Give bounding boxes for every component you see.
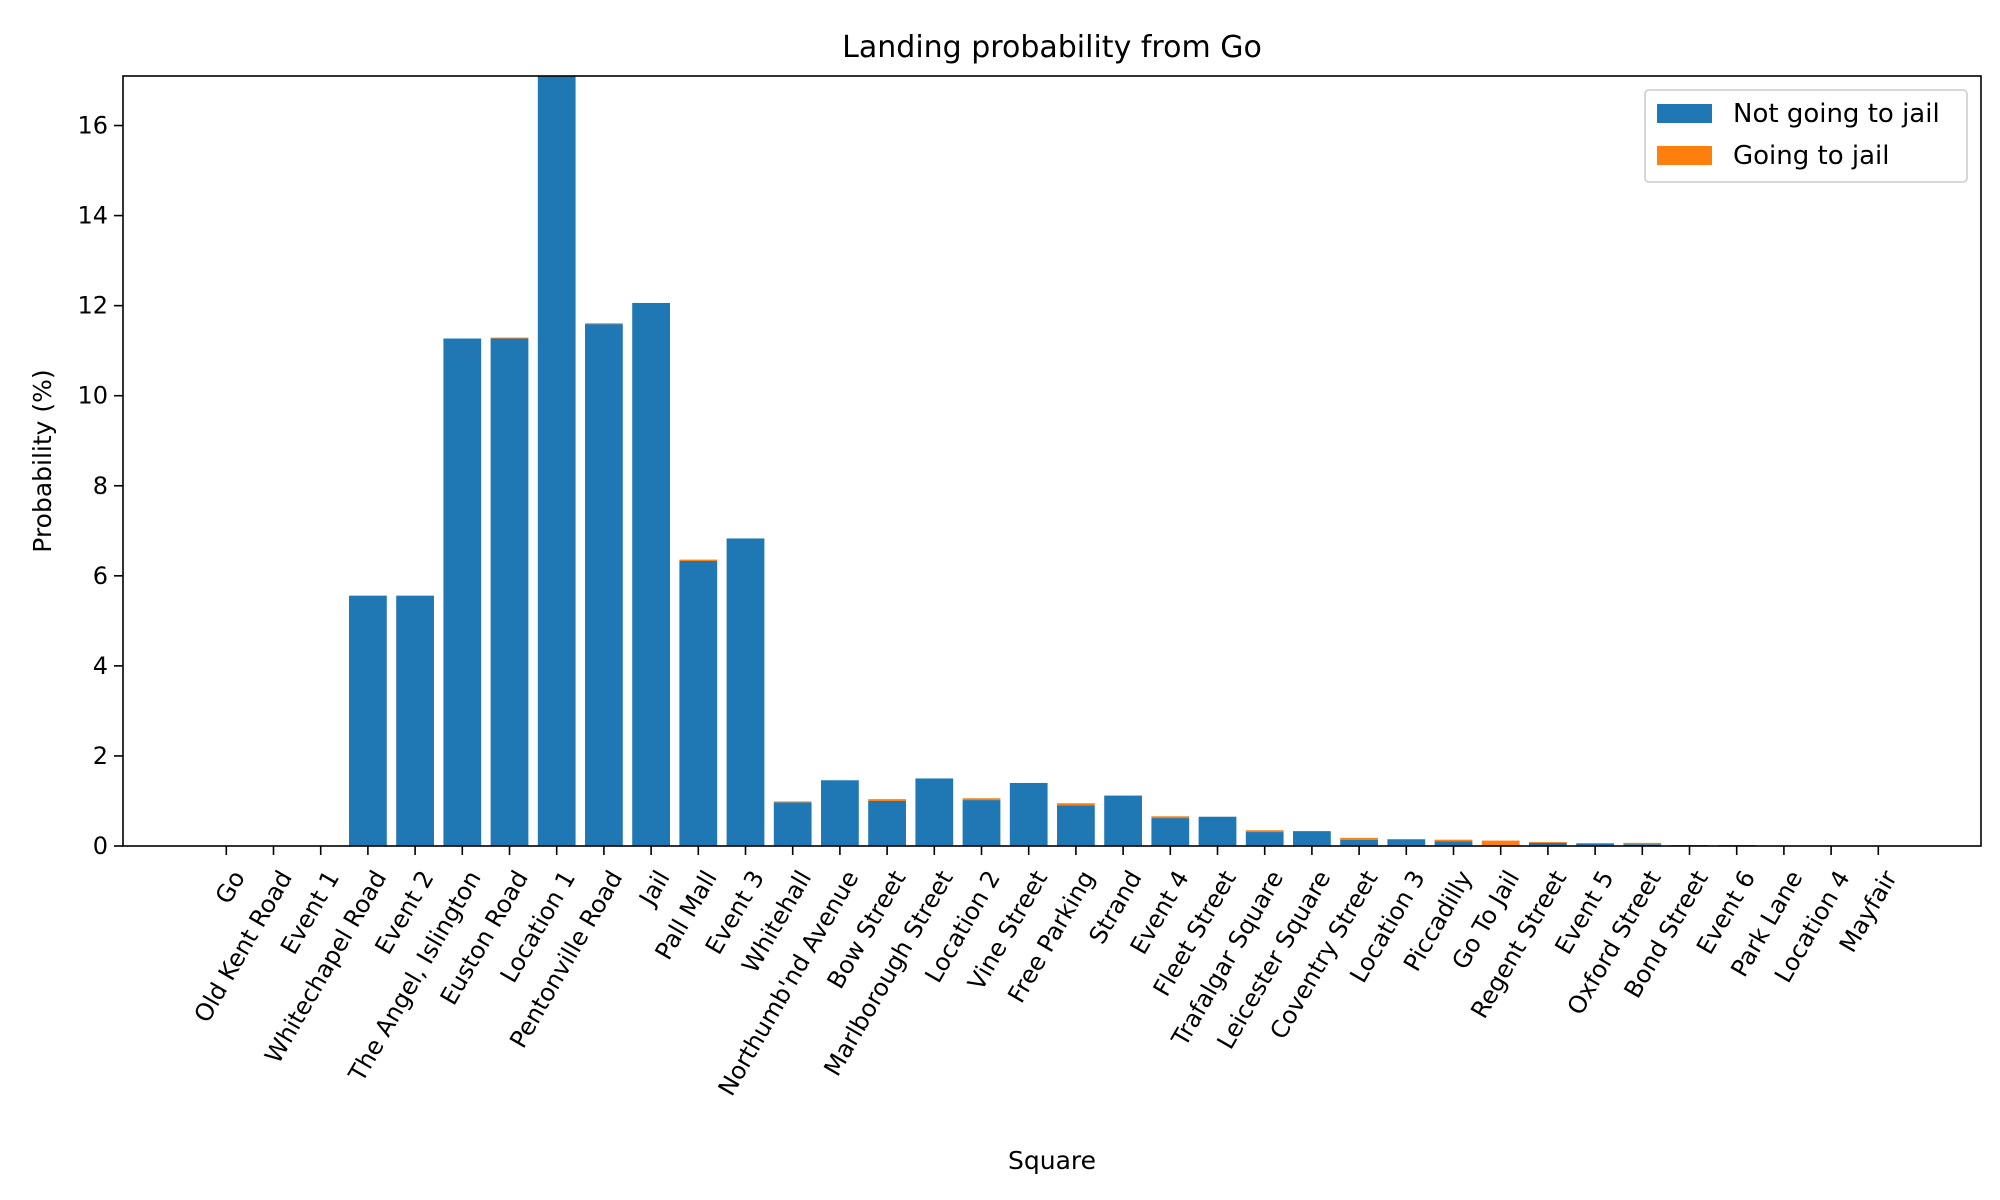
bar-not-going-to-jail-bow-street — [868, 800, 906, 846]
y-axis: 0 2 4 6 8 10 12 14 16 — [77, 112, 123, 860]
bar-going-to-jail-event-4 — [1151, 816, 1190, 819]
bar-going-to-jail-bow-street — [868, 799, 906, 801]
legend: Not going to jail Going to jail — [1644, 89, 1968, 183]
y-tick-label: 0 — [93, 832, 108, 860]
chart-title: Landing probability from Go — [842, 30, 1262, 65]
y-tick-label: 14 — [77, 202, 108, 230]
bar-going-to-jail-oxford-street — [1623, 842, 1662, 845]
y-tick-label: 4 — [93, 652, 108, 680]
bar-not-going-to-jail-jail — [632, 302, 670, 846]
bar-going-to-jail-piccadilly — [1434, 839, 1473, 842]
bar-not-going-to-jail-oxford-street — [1623, 844, 1662, 846]
legend-box — [1644, 89, 1968, 183]
bar-going-to-jail-free-parking — [1057, 803, 1095, 806]
bar-not-going-to-jail-the-angel-islington — [443, 338, 482, 846]
legend-swatch-not-going-to-jail — [1657, 104, 1712, 123]
y-tick-label: 12 — [77, 292, 108, 320]
x-tick-label-go: Go — [210, 866, 251, 909]
bar-not-going-to-jail-regent-street — [1529, 842, 1567, 846]
y-tick-label: 16 — [77, 112, 108, 140]
bar-not-going-to-jail-location-1 — [537, 76, 576, 846]
bar-going-to-jail-trafalgar-square — [1245, 830, 1284, 833]
bar-going-to-jail-regent-street — [1529, 841, 1567, 843]
bar-not-going-to-jail-piccadilly — [1434, 841, 1473, 846]
bar-not-going-to-jail-strand — [1104, 795, 1142, 846]
bar-not-going-to-jail-coventry-street — [1340, 839, 1378, 846]
bar-not-going-to-jail-marlborough-street — [915, 778, 954, 846]
y-tick-label: 6 — [93, 562, 108, 590]
bar-not-going-to-jail-vine-street — [1009, 782, 1048, 846]
bar-not-going-to-jail-leicester-square — [1293, 831, 1331, 846]
bar-not-going-to-jail-event-2 — [396, 595, 434, 846]
bar-going-to-jail-coventry-street — [1340, 837, 1378, 840]
bar-not-going-to-jail-free-parking — [1057, 805, 1095, 846]
y-tick-label: 10 — [77, 382, 108, 410]
legend-label-going-to-jail: Going to jail — [1733, 141, 1890, 171]
bar-not-going-to-jail-location-2 — [962, 800, 1001, 846]
plot-frame — [122, 75, 1982, 847]
x-axis-label: Square — [1008, 1146, 1096, 1175]
legend-swatch-going-to-jail — [1657, 146, 1712, 165]
bar-not-going-to-jail-pall-mall — [679, 560, 718, 846]
y-axis-label: Probability (%) — [28, 369, 57, 552]
bar-not-going-to-jail-northumb-nd-avenue — [821, 780, 859, 846]
y-tick-label: 2 — [93, 742, 108, 770]
bar-not-going-to-jail-euston-road — [490, 338, 529, 846]
bar-going-to-jail-pall-mall — [679, 559, 718, 561]
bar-going-to-jail-location-2 — [962, 798, 1001, 801]
bar-not-going-to-jail-pentonville-road — [585, 324, 623, 846]
bars-group — [349, 76, 1756, 846]
bar-going-to-jail-euston-road — [490, 337, 529, 339]
bar-not-going-to-jail-event-4 — [1151, 818, 1190, 846]
bar-not-going-to-jail-fleet-street — [1198, 816, 1237, 846]
bar-not-going-to-jail-event-3 — [726, 538, 765, 846]
bar-going-to-jail-pentonville-road — [585, 323, 623, 325]
bar-not-going-to-jail-location-3 — [1387, 839, 1426, 846]
bar-not-going-to-jail-whitehall — [773, 802, 812, 846]
legend-label-not-going-to-jail: Not going to jail — [1733, 99, 1940, 129]
bar-going-to-jail-go-to-jail — [1481, 840, 1520, 846]
bar-not-going-to-jail-trafalgar-square — [1245, 832, 1284, 846]
bar-not-going-to-jail-whitechapel-road — [349, 595, 387, 846]
x-tick-label-jail: Jail — [633, 866, 676, 912]
bar-going-to-jail-whitehall — [773, 801, 812, 803]
y-tick-label: 8 — [93, 472, 108, 500]
bar-not-going-to-jail-event-5 — [1576, 843, 1614, 846]
